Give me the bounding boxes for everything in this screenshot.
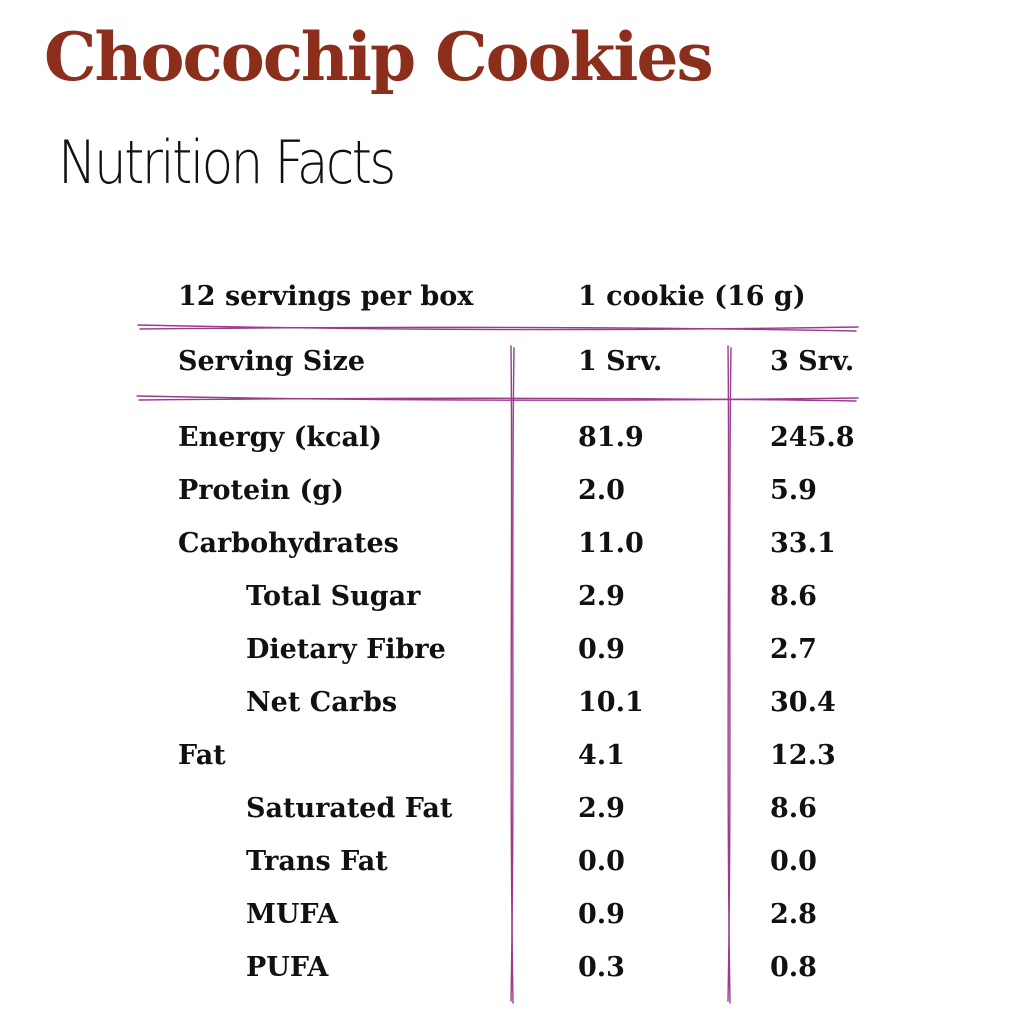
header-top-rule (139, 326, 857, 332)
header-top-rule (137, 324, 859, 331)
row-name: Energy (kcal) (178, 422, 383, 453)
row-name-indented: Saturated Fat (246, 793, 453, 824)
row-value-1-srv: 0.0 (578, 846, 625, 877)
header-bottom-rule (138, 397, 857, 402)
row-value-3-srv: 8.6 (770, 793, 817, 824)
row-value-3-srv: 8.6 (770, 581, 817, 612)
row-value-3-srv: 0.8 (770, 952, 817, 983)
row-value-1-srv: 81.9 (578, 422, 644, 453)
column-divider-2 (727, 345, 731, 1004)
row-name: Fat (178, 740, 226, 771)
column-divider-1 (510, 345, 514, 1004)
row-value-3-srv: 12.3 (770, 740, 836, 771)
row-value-1-srv: 0.9 (578, 899, 625, 930)
row-value-1-srv: 4.1 (578, 740, 625, 771)
row-value-3-srv: 33.1 (770, 528, 836, 559)
row-name-indented: PUFA (246, 952, 329, 983)
row-value-1-srv: 10.1 (578, 687, 644, 718)
header-col-1-srv: 1 Srv. (578, 346, 663, 377)
row-value-1-srv: 0.9 (578, 634, 625, 665)
column-divider-1 (510, 347, 515, 1002)
row-name-indented: Dietary Fibre (246, 634, 446, 665)
row-value-3-srv: 245.8 (770, 422, 855, 453)
page-subtitle: Nutrition Facts (58, 128, 396, 198)
row-name-indented: MUFA (246, 899, 338, 930)
row-value-3-srv: 30.4 (770, 687, 836, 718)
row-value-3-srv: 2.7 (770, 634, 817, 665)
row-name-indented: Trans Fat (246, 846, 388, 877)
row-name: Carbohydrates (178, 528, 399, 559)
row-value-1-srv: 11.0 (578, 528, 644, 559)
header-col-3-srv: 3 Srv. (770, 346, 855, 377)
row-value-1-srv: 2.9 (578, 793, 625, 824)
row-value-3-srv: 2.8 (770, 899, 817, 930)
row-name-indented: Net Carbs (246, 687, 398, 718)
row-value-3-srv: 5.9 (770, 475, 817, 506)
page-title: Chocochip Cookies (44, 18, 714, 96)
header-serving-size: Serving Size (178, 346, 366, 377)
header-bottom-rule (136, 395, 859, 401)
row-name: Protein (g) (178, 475, 344, 506)
servings-per-box: 12 servings per box (178, 281, 474, 312)
row-value-1-srv: 0.3 (578, 952, 625, 983)
row-value-3-srv: 0.0 (770, 846, 817, 877)
row-name-indented: Total Sugar (246, 581, 421, 612)
row-value-1-srv: 2.0 (578, 475, 625, 506)
column-divider-2 (727, 347, 732, 1002)
row-value-1-srv: 2.9 (578, 581, 625, 612)
serving-size-weight: 1 cookie (16 g) (578, 281, 806, 312)
